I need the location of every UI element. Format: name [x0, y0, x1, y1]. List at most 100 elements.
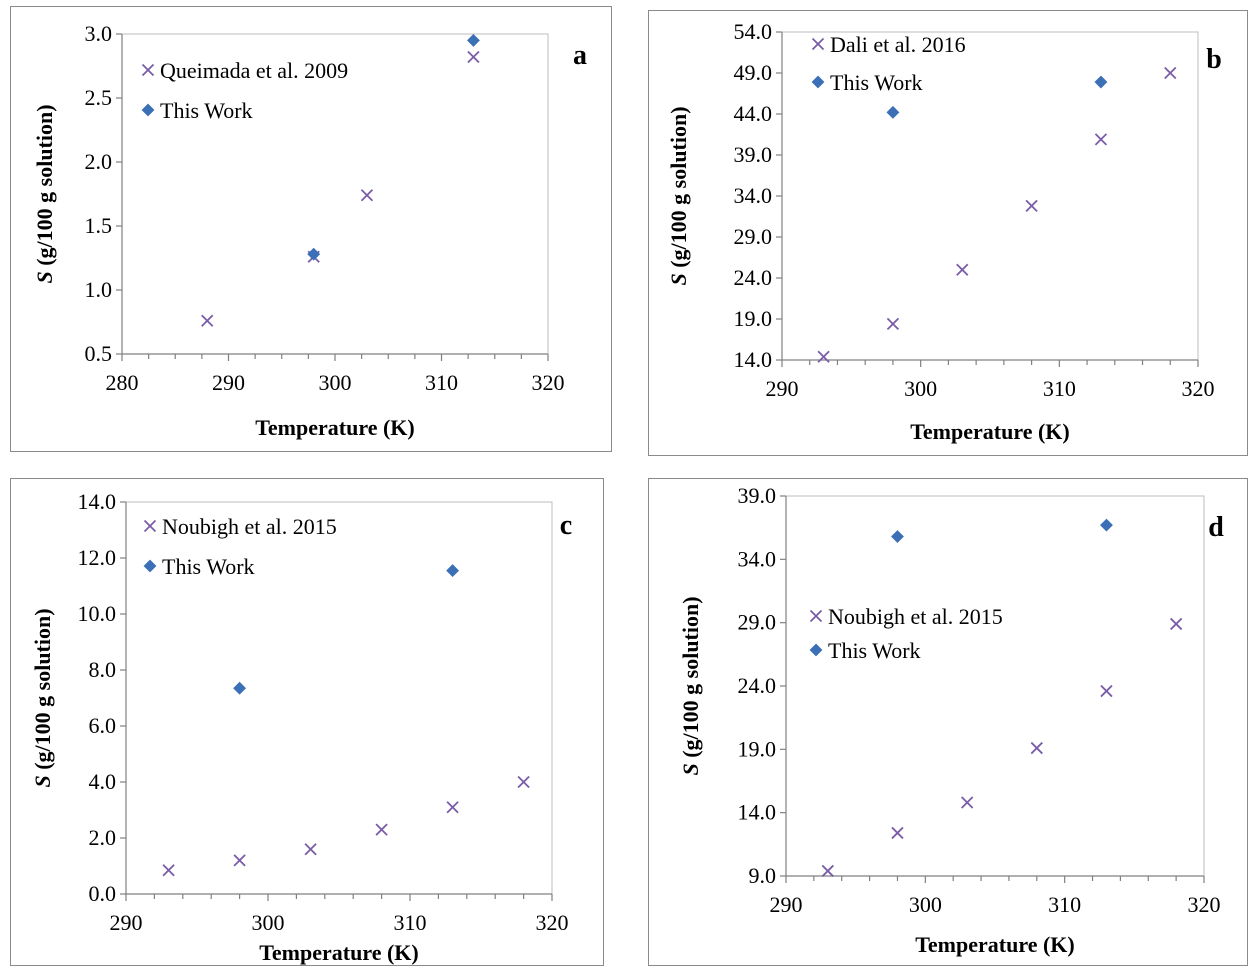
data-point-x-marker-a	[360, 189, 374, 202]
legend-entry-a: This Work	[160, 98, 253, 123]
x-tick-label-b: 300	[904, 376, 937, 401]
y-tick-label-c: 4.0	[89, 769, 117, 794]
x-tick-label-c: 290	[110, 910, 143, 935]
y-axis-label-d: S (g/100 g solution)	[678, 596, 703, 775]
x-tick-label-a: 320	[532, 370, 565, 395]
y-tick-label-a: 0.5	[85, 341, 113, 366]
y-tick-label-b: 39.0	[734, 142, 773, 167]
data-point-x-marker-b	[1094, 133, 1108, 146]
x-axis-label-a: Temperature (K)	[255, 415, 414, 440]
data-point-x-marker-d	[960, 796, 974, 809]
data-point-diamond-marker-d	[891, 530, 904, 543]
legend-diamond-marker-d	[809, 643, 823, 657]
data-point-x-marker-d	[891, 826, 904, 840]
y-axis-label-c: S (g/100 g solution)	[30, 608, 55, 787]
x-tick-label-b: 320	[1182, 376, 1215, 401]
panel-letter-b: b	[1206, 44, 1222, 75]
chart-panel-b: 14.0 19.0 24.0 29.0 34.0 39.0 44.0 49.0 54.0 290 3…	[648, 10, 1248, 456]
panel-letter-c: c	[560, 510, 572, 541]
data-point-x-marker-c	[517, 775, 530, 789]
x-tick-label-d: 300	[909, 892, 942, 917]
legend-entry-d: Noubigh et al. 2015	[828, 604, 1003, 629]
y-tick-label-d: 34.0	[738, 546, 777, 571]
y-tick-label-c: 8.0	[89, 657, 117, 682]
y-tick-label-d: 19.0	[738, 736, 777, 761]
data-point-x-marker-d	[1100, 684, 1113, 698]
data-point-x-marker-b	[817, 350, 830, 363]
x-tick-label-a: 310	[425, 370, 458, 395]
data-point-x-marker-b	[886, 317, 900, 331]
y-tick-label-c: 2.0	[89, 825, 117, 850]
data-point-x-marker-c	[233, 854, 246, 867]
legend-entry-c: Noubigh et al. 2015	[162, 514, 337, 539]
x-tick-label-d: 290	[770, 892, 803, 917]
y-tick-label-d: 24.0	[738, 673, 777, 698]
panel-letter-a: a	[573, 40, 587, 71]
x-tick-label-b: 310	[1043, 376, 1076, 401]
x-axis-label-c: Temperature (K)	[259, 940, 418, 965]
legend-x-marker-a	[141, 63, 155, 77]
chart-c-svg: 0.0 2.0 4.0 6.0 8.0 10.0 12.0 14.0 290 300 310 320 T…	[10, 478, 604, 966]
x-tick-label-c: 320	[536, 910, 569, 935]
data-point-diamond-marker-d	[1100, 518, 1113, 532]
x-tick-label-a: 300	[319, 370, 352, 395]
data-point-x-marker-b	[1025, 199, 1038, 212]
legend-diamond-marker-a	[141, 103, 155, 117]
data-point-x-marker-a	[467, 50, 480, 64]
y-tick-label-c: 6.0	[89, 713, 117, 738]
y-tick-label-b: 49.0	[734, 60, 773, 85]
y-tick-label-b: 34.0	[734, 183, 773, 208]
y-tick-label-a: 2.5	[85, 85, 113, 110]
y-tick-label-b: 24.0	[734, 265, 773, 290]
data-point-x-marker-d	[1030, 741, 1043, 755]
legend-entry-b: This Work	[830, 70, 923, 95]
legend-entry-a: Queimada et al. 2009	[160, 58, 348, 83]
y-tick-label-c: 14.0	[78, 489, 117, 514]
data-point-x-marker-c	[375, 823, 388, 836]
x-tick-label-c: 310	[394, 910, 427, 935]
y-axis-label-b: S (g/100 g solution)	[666, 106, 691, 285]
legend-diamond-marker-c	[143, 559, 157, 573]
y-tick-label-b: 14.0	[734, 347, 773, 372]
legend-entry-b: Dali et al. 2016	[830, 32, 966, 57]
data-point-x-marker-d	[821, 864, 834, 878]
data-point-diamond-marker-c	[233, 681, 247, 695]
y-tick-label-c: 12.0	[78, 545, 117, 570]
y-tick-label-a: 1.0	[85, 277, 113, 302]
y-tick-label-b: 54.0	[734, 19, 773, 44]
y-tick-label-a: 2.0	[85, 149, 113, 174]
x-axis-label-d: Temperature (K)	[915, 932, 1074, 957]
panel-letter-d: d	[1208, 512, 1224, 543]
data-point-diamond-marker-a	[467, 33, 480, 47]
chart-b-svg: 14.0 19.0 24.0 29.0 34.0 39.0 44.0 49.0 54.0 290 3…	[648, 10, 1248, 456]
x-tick-label-b: 290	[766, 376, 799, 401]
data-point-x-marker-c	[304, 843, 317, 856]
y-tick-label-b: 29.0	[734, 224, 773, 249]
data-point-x-marker-a	[201, 314, 214, 327]
data-point-diamond-marker-c	[446, 564, 460, 578]
chart-d-svg: 9.0 14.0 19.0 24.0 29.0 34.0 39.0 290 300 310 320 T…	[648, 478, 1248, 966]
data-point-diamond-marker-a	[307, 247, 321, 261]
y-tick-label-d: 9.0	[749, 863, 777, 888]
legend-x-marker-d	[809, 609, 823, 623]
legend-x-marker-c	[143, 519, 157, 533]
chart-panel-c: 0.0 2.0 4.0 6.0 8.0 10.0 12.0 14.0 290 300 310 320 T…	[10, 478, 604, 966]
y-tick-label-d: 29.0	[738, 610, 777, 635]
y-tick-label-a: 3.0	[85, 21, 113, 46]
plot-area-d	[785, 495, 1205, 877]
chart-panel-d: 9.0 14.0 19.0 24.0 29.0 34.0 39.0 290 300 310 320 T…	[648, 478, 1248, 966]
y-axis-label-a: S (g/100 g solution)	[32, 104, 57, 283]
data-point-diamond-marker-b	[886, 105, 900, 119]
y-tick-label-d: 39.0	[738, 483, 777, 508]
chart-panel-a: 0.5 1.0 1.5 2.0 2.5 3.0 280 290 300 310 320 Tempera…	[10, 6, 612, 452]
data-point-diamond-marker-b	[1094, 75, 1108, 89]
y-tick-label-b: 19.0	[734, 306, 773, 331]
x-tick-label-a: 280	[106, 370, 139, 395]
data-point-x-marker-c	[162, 864, 175, 877]
y-tick-label-a: 1.5	[85, 213, 113, 238]
x-tick-label-d: 310	[1048, 892, 1081, 917]
data-point-x-marker-b	[956, 263, 969, 276]
data-point-x-marker-b	[1164, 66, 1177, 80]
y-tick-label-c: 10.0	[78, 601, 117, 626]
data-point-x-marker-d	[1169, 617, 1183, 631]
